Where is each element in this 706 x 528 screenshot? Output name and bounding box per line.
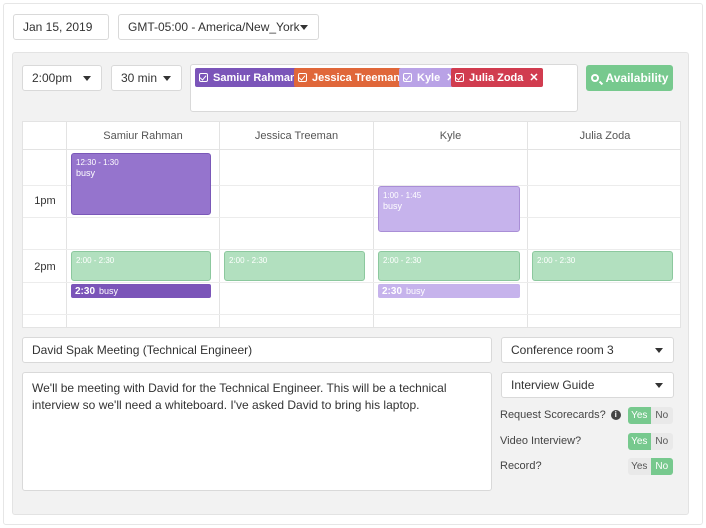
video-toggle[interactable]: Yes No [628,433,673,450]
attendee-name: Kyle [417,71,441,84]
conflict-label: busy [99,286,119,296]
availability-label: Availability [605,71,669,85]
calendar-check-icon [455,73,464,82]
toggle-yes[interactable]: Yes [628,433,651,450]
event-time: 12:30 - 1:30 [76,158,119,167]
chevron-down-icon [655,383,663,388]
chevron-down-icon [163,76,171,81]
interview-guide-value: Interview Guide [511,378,595,392]
room-select[interactable]: Conference room 3 [501,337,674,363]
toggle-no[interactable]: No [650,407,673,424]
busy-event[interactable]: 1:00 - 1:45 busy [378,186,520,232]
chevron-down-icon [655,348,663,353]
calendar-grid: Samiur Rahman Jessica Treeman Kyle Julia… [22,121,681,328]
description-text: We'll be meeting with David for the Tech… [32,381,447,412]
date-value: Jan 15, 2019 [23,20,93,34]
record-toggle[interactable]: Yes No [628,458,673,475]
duration-select[interactable]: 30 min [111,65,182,91]
record-label: Record? [500,460,542,472]
attendee-name: Jessica Treeman [312,71,401,84]
conflict-time: 2:30 [382,285,403,297]
proposed-slot[interactable]: 2:00 - 2:30 [532,251,673,281]
start-time-value: 2:00pm [32,71,73,85]
proposed-slot[interactable]: 2:00 - 2:30 [71,251,211,281]
toggle-no[interactable]: No [650,433,673,450]
chevron-down-icon [83,76,91,81]
column-header: Jessica Treeman [219,122,373,149]
info-icon[interactable]: i [610,410,621,420]
video-label: Video Interview? [500,435,581,447]
availability-button[interactable]: Availability [586,65,673,91]
column-header: Julia Zoda [527,122,680,149]
chevron-down-icon [300,25,308,30]
attendee-name: Julia Zoda [469,71,524,84]
busy-event[interactable]: 12:30 - 1:30 busy [71,153,211,215]
start-time-select[interactable]: 2:00pm [22,65,102,91]
timezone-value: GMT-05:00 - America/New_York [128,20,300,34]
scorecards-label: Request Scorecards? i [500,409,621,421]
date-field[interactable]: Jan 15, 2019 [13,14,109,40]
event-time: 2:00 - 2:30 [537,256,576,265]
interview-guide-select[interactable]: Interview Guide [501,372,674,398]
attendee-tag[interactable]: Jessica Treeman ✕ [294,68,420,87]
event-label: busy [383,201,403,211]
attendee-tag[interactable]: Kyle ✕ [399,68,460,87]
toggle-yes[interactable]: Yes [628,458,651,475]
attendee-picker[interactable]: Samiur Rahman ✕ Jessica Treeman ✕ Kyle ✕… [190,64,578,112]
meeting-title-value: David Spak Meeting (Technical Engineer) [32,343,253,357]
toggle-yes[interactable]: Yes [628,407,651,424]
proposed-slot[interactable]: 2:00 - 2:30 [224,251,365,281]
time-label: 1pm [34,195,56,207]
toggle-no[interactable]: No [650,458,673,475]
scorecards-toggle[interactable]: Yes No [628,407,673,424]
record-text: Record? [500,460,542,472]
attendee-name: Samiur Rahman [213,71,297,84]
conflict-event[interactable]: 2:30 busy [378,284,520,298]
conflict-time: 2:30 [75,285,96,297]
calendar-check-icon [199,73,208,82]
column-header: Samiur Rahman [66,122,219,149]
attendee-tag[interactable]: Julia Zoda ✕ [451,68,543,87]
event-time: 2:00 - 2:30 [383,256,422,265]
column-header: Kyle [373,122,527,149]
remove-icon[interactable]: ✕ [529,72,539,84]
room-value: Conference room 3 [511,343,614,357]
video-text: Video Interview? [500,435,582,447]
description-textarea[interactable]: We'll be meeting with David for the Tech… [22,372,492,491]
conflict-label: busy [406,286,426,296]
event-label: busy [76,168,96,178]
scorecards-text: Request Scorecards? [500,409,606,421]
event-time: 1:00 - 1:45 [383,191,422,200]
proposed-slot[interactable]: 2:00 - 2:30 [378,251,520,281]
remove-icon[interactable]: ✕ [446,71,455,84]
time-label: 2pm [34,261,56,273]
calendar-check-icon [298,73,307,82]
calendar-check-icon [403,73,412,82]
timezone-select[interactable]: GMT-05:00 - America/New_York [118,14,319,40]
search-icon [590,74,599,82]
conflict-event[interactable]: 2:30 busy [71,284,211,298]
event-time: 2:00 - 2:30 [229,256,268,265]
event-time: 2:00 - 2:30 [76,256,115,265]
duration-value: 30 min [121,71,158,85]
meeting-title-input[interactable]: David Spak Meeting (Technical Engineer) [22,337,492,363]
